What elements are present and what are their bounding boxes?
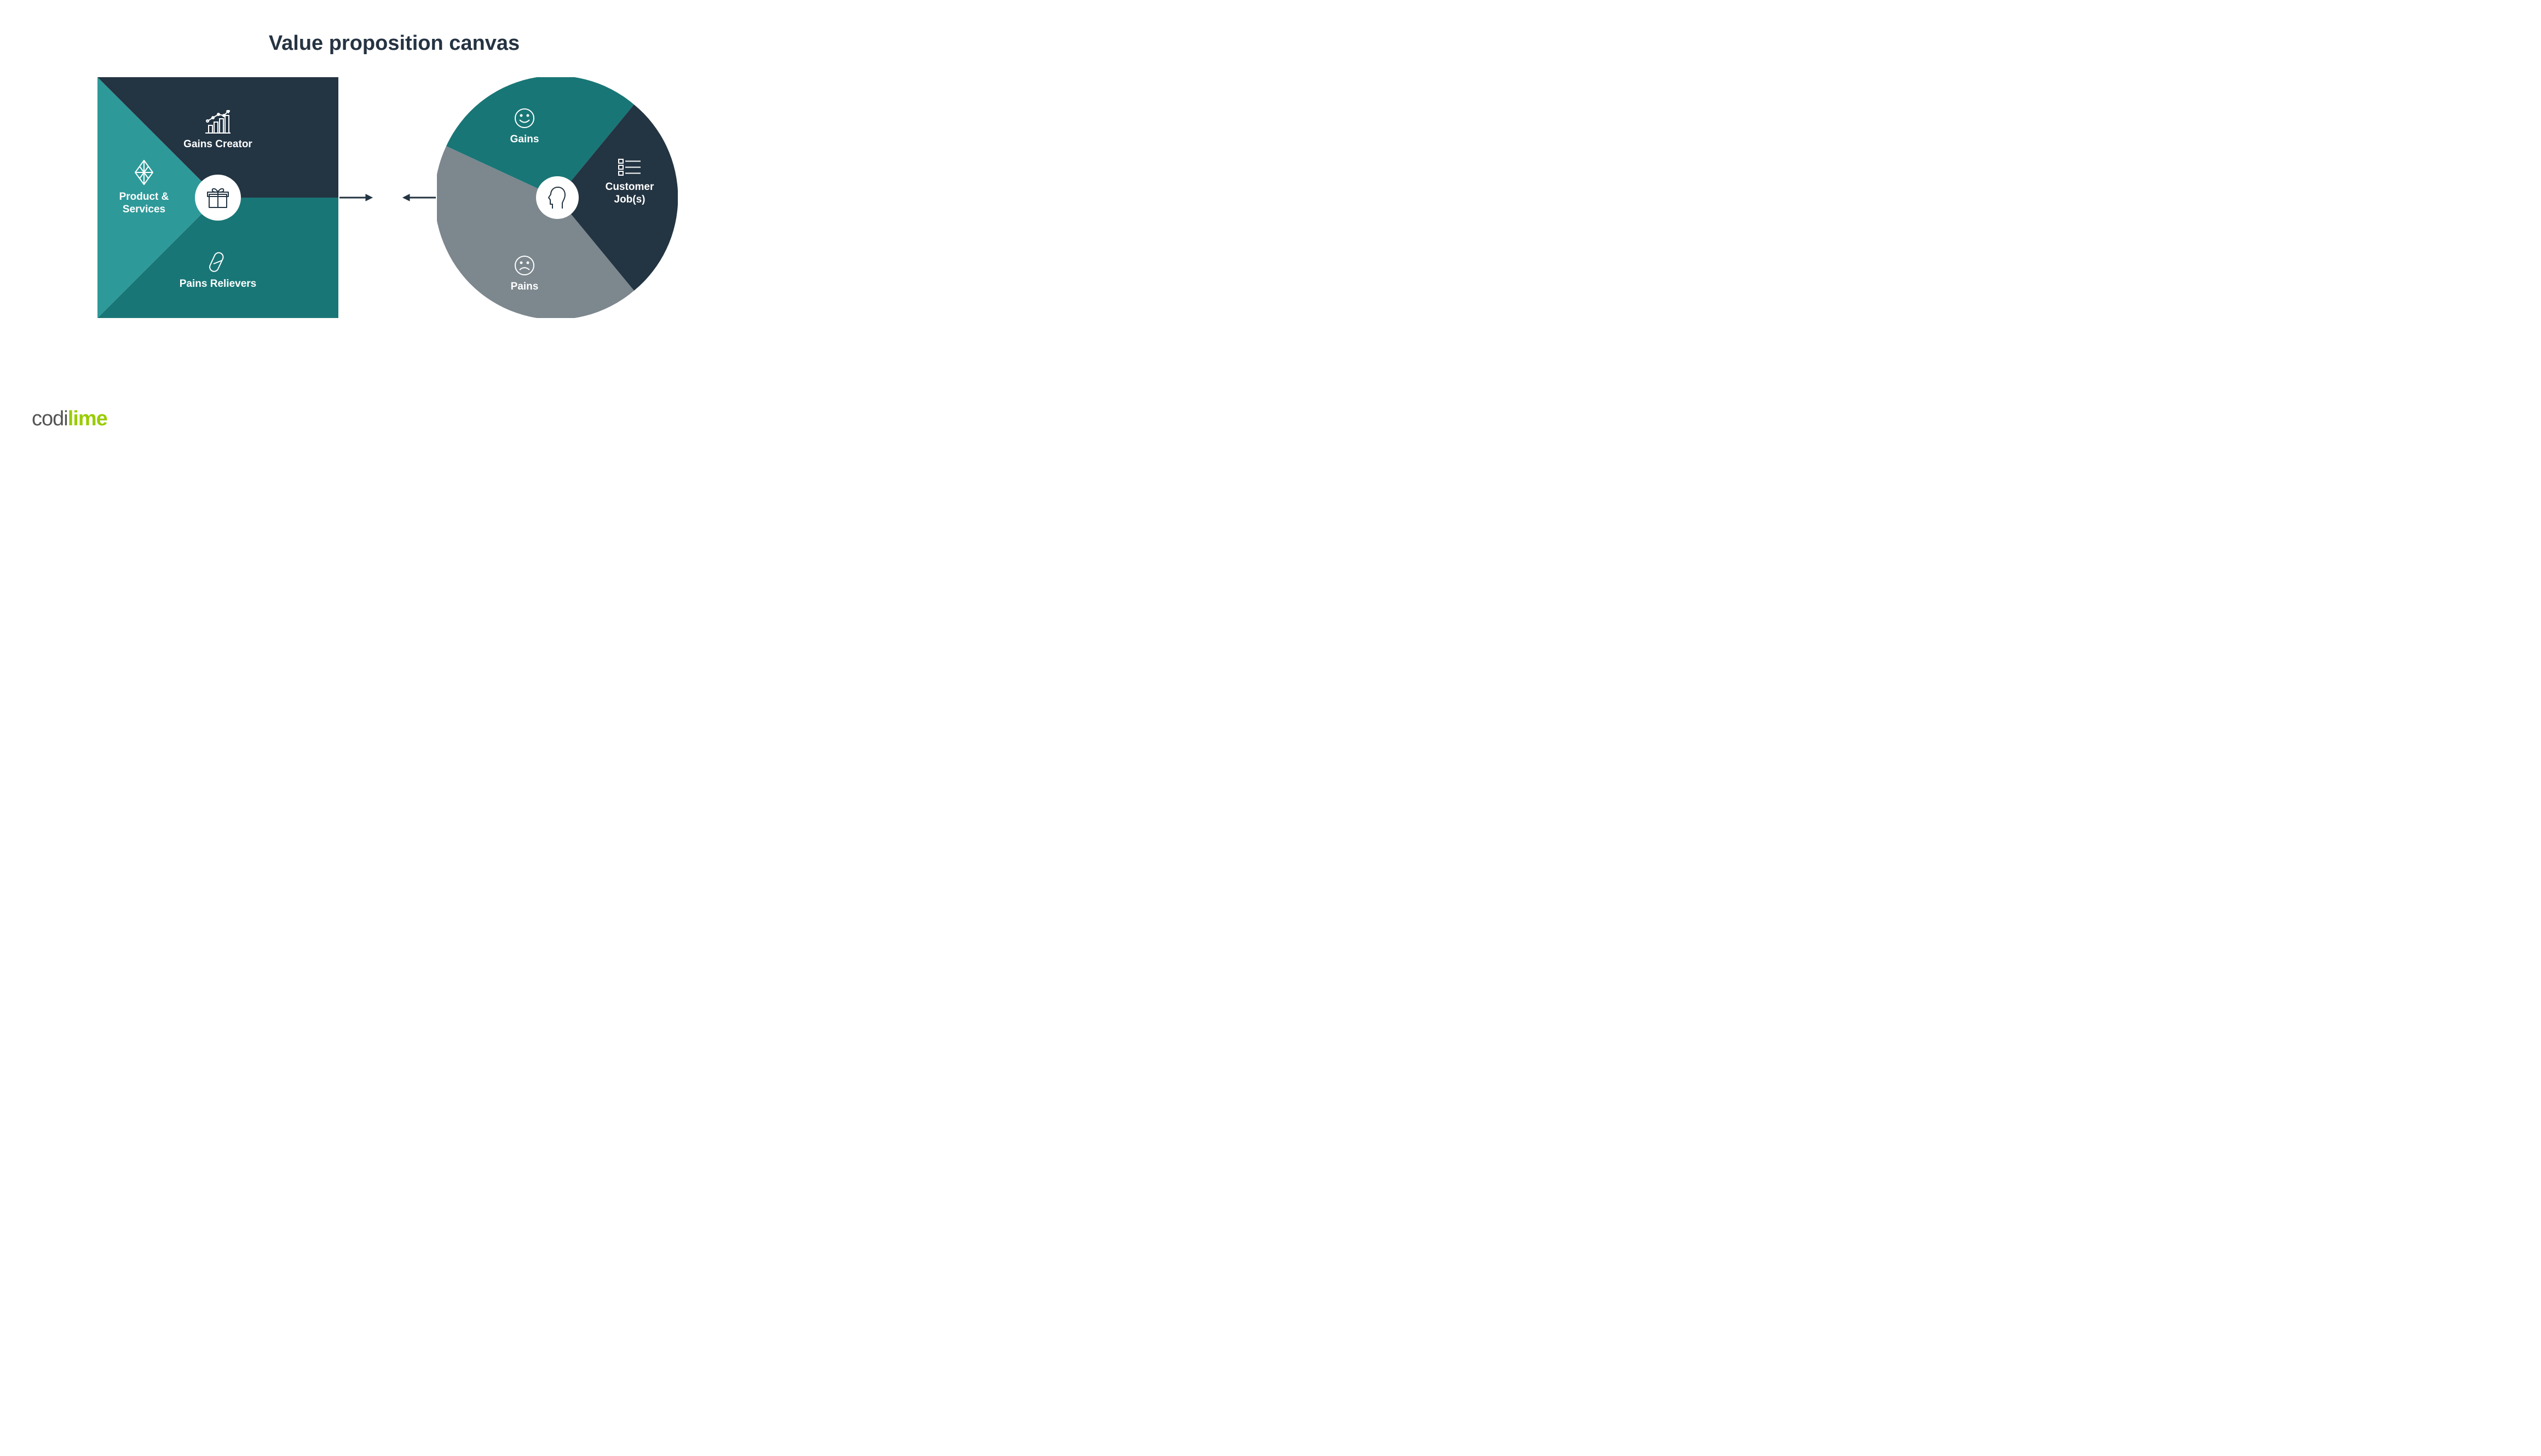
pill-icon bbox=[209, 252, 227, 274]
logo-part2: lime bbox=[68, 407, 107, 430]
list-icon bbox=[618, 158, 642, 177]
brand-logo: codilime bbox=[32, 407, 107, 431]
pain-relievers-block: Pains Relievers bbox=[97, 252, 338, 291]
logo-part1: codi bbox=[32, 407, 68, 430]
frown-icon bbox=[514, 255, 535, 276]
gains-label: Gains bbox=[470, 134, 579, 146]
pains-label: Pains bbox=[470, 281, 579, 293]
customer-jobs-block: Customer Job(s) bbox=[591, 158, 668, 206]
gift-icon bbox=[206, 186, 230, 210]
smile-icon bbox=[514, 107, 535, 129]
gains-creator-label: Gains Creator bbox=[97, 138, 338, 151]
connector-arrows bbox=[338, 189, 437, 206]
diamond-icon bbox=[134, 159, 154, 186]
customer-circle: Gains Customer Job(s) Pai bbox=[437, 77, 678, 318]
diagram-container: Gains Creator Product & Services bbox=[0, 77, 788, 384]
pains-block: Pains bbox=[470, 255, 579, 293]
chart-growth-icon bbox=[204, 110, 232, 134]
circle-center-circle bbox=[536, 176, 579, 219]
pain-relievers-label: Pains Relievers bbox=[97, 278, 338, 291]
gains-creator-block: Gains Creator bbox=[97, 110, 338, 151]
square-center-circle bbox=[195, 175, 241, 221]
product-services-block: Product & Services bbox=[108, 159, 180, 216]
page-title: Value proposition canvas bbox=[0, 0, 788, 55]
customer-jobs-label: Customer Job(s) bbox=[591, 181, 668, 206]
gains-block: Gains bbox=[470, 107, 579, 146]
product-services-label: Product & Services bbox=[108, 191, 180, 216]
value-square: Gains Creator Product & Services bbox=[97, 77, 338, 318]
head-icon bbox=[547, 186, 568, 210]
